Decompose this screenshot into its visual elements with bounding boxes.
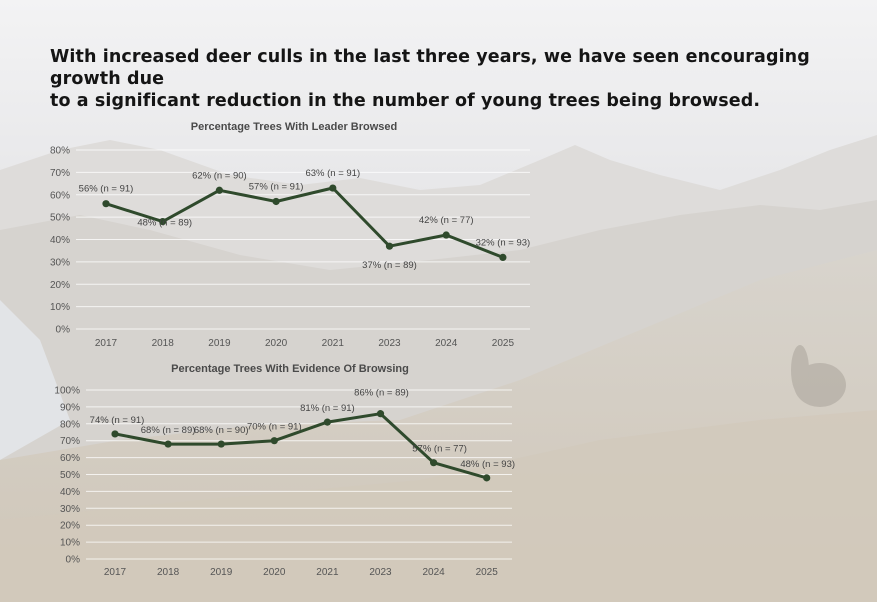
x-tick-label: 2019 xyxy=(210,567,233,578)
data-point xyxy=(159,218,167,226)
data-label: 42% (n = 77) xyxy=(419,215,474,226)
chart-title: Percentage Trees With Evidence Of Browsi… xyxy=(171,363,409,375)
y-tick-label: 20% xyxy=(60,521,80,532)
page-headline: With increased deer culls in the last th… xyxy=(50,46,850,112)
data-point xyxy=(217,440,225,448)
series-line xyxy=(114,412,488,480)
data-label: 62% (n = 90) xyxy=(192,170,247,181)
y-tick-label: 90% xyxy=(60,402,80,413)
data-label: 81% (n = 91) xyxy=(300,403,355,414)
data-point xyxy=(270,437,278,445)
data-point xyxy=(111,430,119,438)
y-tick-label: 60% xyxy=(60,453,80,464)
data-label: 57% (n = 91) xyxy=(249,181,304,192)
data-label: 68% (n = 90) xyxy=(194,425,249,436)
data-point xyxy=(385,242,394,250)
data-label: 32% (n = 93) xyxy=(476,237,531,248)
x-tick-label: 2025 xyxy=(492,338,515,349)
y-tick-label: 80% xyxy=(50,146,70,157)
x-tick-label: 2018 xyxy=(152,338,175,349)
x-tick-label: 2017 xyxy=(95,338,118,349)
x-tick-label: 2020 xyxy=(263,567,286,578)
x-tick-label: 2023 xyxy=(369,567,392,578)
data-point xyxy=(215,186,223,194)
y-tick-label: 20% xyxy=(50,280,70,291)
x-tick-label: 2025 xyxy=(476,567,499,578)
headline-line-1: With increased deer culls in the last th… xyxy=(50,47,810,89)
data-label: 63% (n = 91) xyxy=(305,168,360,179)
data-label: 68% (n = 89) xyxy=(141,425,196,436)
series-line xyxy=(105,186,504,259)
x-tick-label: 2023 xyxy=(378,338,401,349)
x-tick-label: 2018 xyxy=(157,567,180,578)
x-tick-label: 2021 xyxy=(316,567,339,578)
y-tick-label: 10% xyxy=(60,538,80,549)
data-label: 48% (n = 89) xyxy=(137,218,192,229)
x-tick-label: 2021 xyxy=(322,338,345,349)
x-tick-label: 2024 xyxy=(422,567,445,578)
chart-title: Percentage Trees With Leader Browsed xyxy=(191,121,398,133)
leader-browsed-chart: Percentage Trees With Leader Browsed 0% 1… xyxy=(50,121,531,349)
data-label: 86% (n = 89) xyxy=(354,388,409,399)
data-label: 48% (n = 93) xyxy=(460,459,515,470)
data-label: 74% (n = 91) xyxy=(90,415,145,426)
data-label: 37% (n = 89) xyxy=(362,260,417,271)
y-tick-label: 50% xyxy=(50,213,70,224)
data-point xyxy=(442,231,450,239)
evidence-browsing-chart: Percentage Trees With Evidence Of Browsi… xyxy=(54,363,515,578)
data-point xyxy=(102,200,110,208)
y-tick-label: 70% xyxy=(50,168,70,179)
data-point xyxy=(272,197,280,206)
y-tick-label: 10% xyxy=(50,302,70,313)
x-tick-label: 2019 xyxy=(208,338,231,349)
y-tick-label: 40% xyxy=(50,235,70,246)
data-point xyxy=(164,440,172,448)
y-tick-label: 0% xyxy=(56,325,71,336)
y-tick-label: 40% xyxy=(60,487,80,498)
y-tick-label: 70% xyxy=(60,436,80,447)
y-tick-label: 0% xyxy=(66,555,81,566)
data-label: 56% (n = 91) xyxy=(79,184,134,195)
data-point xyxy=(483,474,491,482)
y-tick-label: 30% xyxy=(60,504,80,515)
y-tick-label: 60% xyxy=(50,190,70,201)
y-tick-label: 100% xyxy=(54,386,80,397)
x-tick-label: 2017 xyxy=(104,567,127,578)
data-point xyxy=(430,459,438,467)
y-tick-label: 30% xyxy=(50,257,70,268)
y-tick-label: 50% xyxy=(60,470,80,481)
data-point xyxy=(499,253,507,261)
data-point xyxy=(376,410,385,418)
data-point xyxy=(329,184,337,192)
y-tick-label: 80% xyxy=(60,419,80,430)
x-tick-label: 2020 xyxy=(265,338,288,349)
data-label: 70% (n = 91) xyxy=(247,422,302,433)
data-point xyxy=(323,418,331,426)
data-label: 57% (n = 77) xyxy=(412,444,467,455)
x-tick-label: 2024 xyxy=(435,338,458,349)
headline-line-2: to a significant reduction in the number… xyxy=(50,91,761,111)
